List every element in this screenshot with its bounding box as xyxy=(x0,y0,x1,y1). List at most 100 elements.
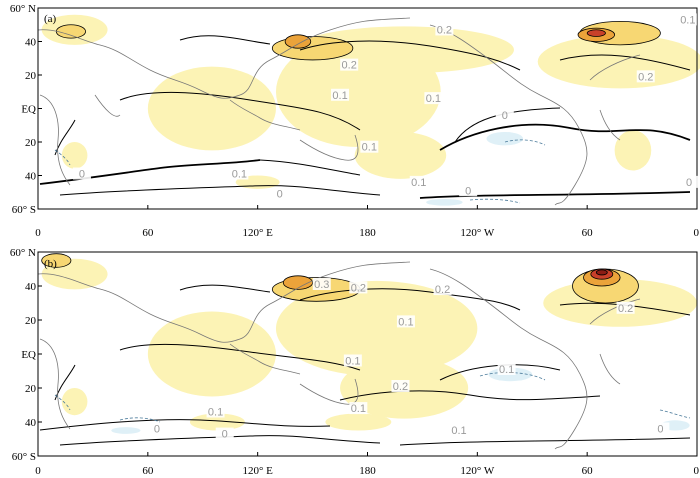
x-tick-label: 0 xyxy=(35,227,41,239)
contour-label-bg xyxy=(616,301,635,314)
contour-label-bg xyxy=(72,167,91,180)
x-tick-label: 60 xyxy=(142,465,154,477)
shade-region-yellow-1 xyxy=(275,280,478,377)
shade-region-yellow-2 xyxy=(271,36,354,61)
contour-label: 0.1 xyxy=(351,403,366,415)
panel-b-dashed-contours xyxy=(54,372,691,423)
contour-label-bg xyxy=(495,108,514,121)
panel-a-coastlines xyxy=(37,17,641,206)
contour-label-bg xyxy=(459,184,478,197)
y-tick-label: 60° S xyxy=(12,204,36,216)
contour-label-bg xyxy=(435,23,454,36)
contour-label: 0.1 xyxy=(426,93,441,105)
negative-shade-region xyxy=(426,198,463,206)
panel-b-shaded-regions xyxy=(41,253,697,434)
panel-b-y-ticks: 60° N 40 20 EQ 20 40 60° S xyxy=(10,247,42,463)
contour-label-bg xyxy=(424,92,443,105)
y-tick-label: 40 xyxy=(25,281,37,293)
shade-region-yellow-1 xyxy=(537,34,700,89)
contour-label: 0 xyxy=(657,424,663,436)
y-tick-label: 60° N xyxy=(10,247,36,259)
contour-label-bg xyxy=(433,283,452,296)
x-tick-label: 120° W xyxy=(460,465,494,477)
contour-label: 0.1 xyxy=(680,14,695,26)
contour-label: 0.1 xyxy=(345,356,360,368)
contour-label-bg xyxy=(343,354,362,367)
x-tick-label: 0 xyxy=(35,465,41,477)
contour-label-bg xyxy=(206,405,225,418)
x-tick-label: 120° E xyxy=(242,227,273,239)
shade-region-red xyxy=(586,29,606,37)
shade-region-yellow-1 xyxy=(189,413,245,431)
contour-label-bg xyxy=(450,424,469,437)
x-tick-label: 60 xyxy=(582,465,594,477)
contour-label-bg xyxy=(391,380,410,392)
y-tick-label: 20 xyxy=(25,383,37,395)
contour-label: 0.1 xyxy=(451,425,466,437)
contour-label-bg xyxy=(651,422,670,435)
contour-label-bg xyxy=(678,13,697,26)
contour-label: 0 xyxy=(79,169,85,181)
x-tick-label: 180 xyxy=(359,227,376,239)
contour-label: 0.2 xyxy=(393,381,408,393)
x-tick-label: 0 xyxy=(694,465,700,477)
shade-region-yellow-2 xyxy=(55,24,86,39)
y-tick-label: 60° S xyxy=(12,451,36,463)
y-tick-label: EQ xyxy=(21,104,36,116)
contour-label: 0.1 xyxy=(398,316,413,328)
x-tick-label: 120° E xyxy=(242,465,273,477)
contour-label-bg xyxy=(680,175,698,188)
panel-b-contour-labels: 0.3 0.2 0.2 0.2 0.1 0.1 0.1 0.2 0.1 0.1 0.1 0 0 0 xyxy=(147,278,670,441)
panel-b: 0.3 0.2 0.2 0.2 0.1 0.1 0.1 0.2 0.1 0.1 0.1 0 0 0 (b)… xyxy=(10,247,700,477)
panel-a-contour-labels: 0.2 0.1 0.2 0.2 0.1 0.1 0.1 0.1 0.1 0 0 0 0 0 xyxy=(72,13,698,201)
negative-shade-region xyxy=(111,427,141,434)
contour-label-bg xyxy=(497,363,516,375)
x-tick-label: 60 xyxy=(142,227,154,239)
shade-region-yellow-1 xyxy=(61,388,88,416)
contour-label-bg xyxy=(409,175,428,188)
shade-region-yellow-2 xyxy=(41,253,72,268)
contour-label-bg xyxy=(340,58,359,71)
contour-label: 0.2 xyxy=(618,303,633,315)
shade-region-dark-red xyxy=(595,269,608,276)
y-tick-label: 40 xyxy=(25,417,37,429)
contour-label: 0.3 xyxy=(314,279,329,291)
contour-label-bg xyxy=(349,281,368,294)
contour-label: 0.2 xyxy=(435,284,450,296)
panel-a-label: (a) xyxy=(44,13,57,25)
contour-label: 0 xyxy=(465,185,471,197)
shade-region-orange xyxy=(282,275,313,290)
shade-region-yellow-1 xyxy=(354,131,447,179)
contour-label-bg xyxy=(270,187,289,200)
contour-label-bg xyxy=(636,70,655,83)
contour-label: 0 xyxy=(686,177,692,189)
contour-label: 0 xyxy=(502,110,508,122)
contour-label: 0.1 xyxy=(232,169,247,181)
contour-label-bg xyxy=(230,167,249,180)
x-tick-label: 180 xyxy=(359,465,376,477)
y-tick-label: 40 xyxy=(25,171,37,183)
contour-label: 0 xyxy=(277,189,283,201)
y-tick-label: 20 xyxy=(25,70,37,82)
y-tick-label: 20 xyxy=(25,315,37,327)
contour-label-bg xyxy=(360,140,379,153)
negative-shade-region xyxy=(486,131,524,146)
contour-label-bg xyxy=(331,88,350,101)
y-tick-label: 40 xyxy=(25,37,37,49)
contour-label: 0.1 xyxy=(362,142,377,154)
contour-label: 0.2 xyxy=(638,71,653,83)
panel-a-dashed-contours xyxy=(54,139,546,204)
shade-region-yellow-1 xyxy=(325,413,392,431)
x-tick-label: 0 xyxy=(694,227,700,239)
shade-region-yellow-1 xyxy=(614,130,652,171)
contour-label-bg xyxy=(312,278,331,290)
y-tick-label: 20 xyxy=(25,137,37,149)
panel-a-y-ticks: 60° N 40 20 EQ 20 40 60° S xyxy=(10,3,42,216)
contour-label-bg xyxy=(215,427,234,440)
shade-region-yellow-1 xyxy=(147,311,276,397)
x-tick-label: 60 xyxy=(582,227,594,239)
panel-a: 0.2 0.1 0.2 0.2 0.1 0.1 0.1 0.1 0.1 0 0 0 0 0 (a) 60°… xyxy=(10,3,700,239)
x-tick-label: 120° W xyxy=(460,227,494,239)
contour-label-bg xyxy=(349,402,368,415)
